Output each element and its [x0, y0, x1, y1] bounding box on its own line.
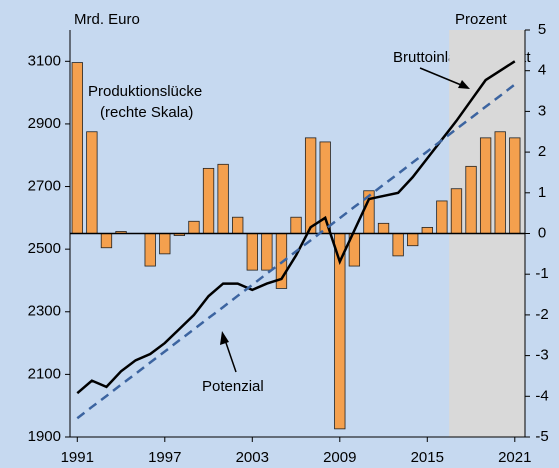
bar: [304, 137, 317, 234]
y2-tick-label: 5: [538, 21, 546, 38]
y-tick-label: 2300: [28, 303, 61, 320]
bar: [290, 216, 302, 234]
bar: [159, 233, 171, 255]
bar: [217, 163, 229, 234]
y-tick-label: 1900: [28, 428, 61, 445]
y-tick-label: 2900: [28, 115, 61, 132]
bar: [436, 200, 448, 234]
arrow: [419, 67, 467, 88]
bar: [421, 226, 433, 234]
bar: [377, 222, 390, 234]
bar: [86, 131, 98, 234]
y-tick-label: 2100: [28, 365, 61, 382]
bar: [261, 233, 273, 271]
arrowhead: [458, 80, 470, 89]
bar: [479, 137, 492, 234]
y-tick-label: 2700: [28, 178, 61, 195]
bar: [392, 233, 404, 257]
y2-axis-label: Prozent: [455, 11, 508, 28]
x-tick-label: 2021: [498, 449, 531, 466]
bar: [232, 216, 244, 234]
x-tick-label: 1997: [148, 449, 181, 466]
potential-line: [76, 83, 516, 420]
bar: [71, 62, 83, 234]
y2-tick-label: 4: [538, 62, 546, 79]
y2-tick-label: -1: [535, 265, 548, 282]
annotation: Potenzial: [202, 378, 264, 395]
y2-tick-label: 1: [538, 184, 546, 201]
x-tick-label: 2003: [236, 449, 269, 466]
y2-tick-label: -5: [535, 428, 548, 445]
bar: [246, 233, 258, 271]
x-tick-label: 2009: [323, 449, 356, 466]
bar: [202, 167, 215, 234]
bar: [450, 188, 463, 234]
annotation: (rechte Skala): [100, 104, 193, 121]
y2-tick-label: 3: [538, 102, 546, 119]
annotation: Produktionslücke: [88, 83, 202, 100]
y2-tick-label: 0: [538, 224, 546, 241]
x-tick-label: 2015: [411, 449, 444, 466]
x-tick-label: 1991: [61, 449, 94, 466]
bar: [144, 233, 156, 267]
bar: [465, 165, 477, 234]
bar: [509, 137, 521, 234]
y2-tick-label: -2: [535, 306, 548, 323]
y-axis-label: Mrd. Euro: [74, 11, 140, 28]
y2-tick-label: 2: [538, 143, 546, 160]
bar: [100, 233, 113, 249]
bar: [407, 233, 419, 247]
bar: [188, 220, 200, 234]
bar: [494, 131, 506, 234]
y2-tick-label: -3: [535, 347, 548, 364]
y-tick-label: 3100: [28, 52, 61, 69]
arrowhead: [220, 331, 229, 345]
y-tick-label: 2500: [28, 240, 61, 257]
y2-tick-label: -4: [535, 387, 548, 404]
